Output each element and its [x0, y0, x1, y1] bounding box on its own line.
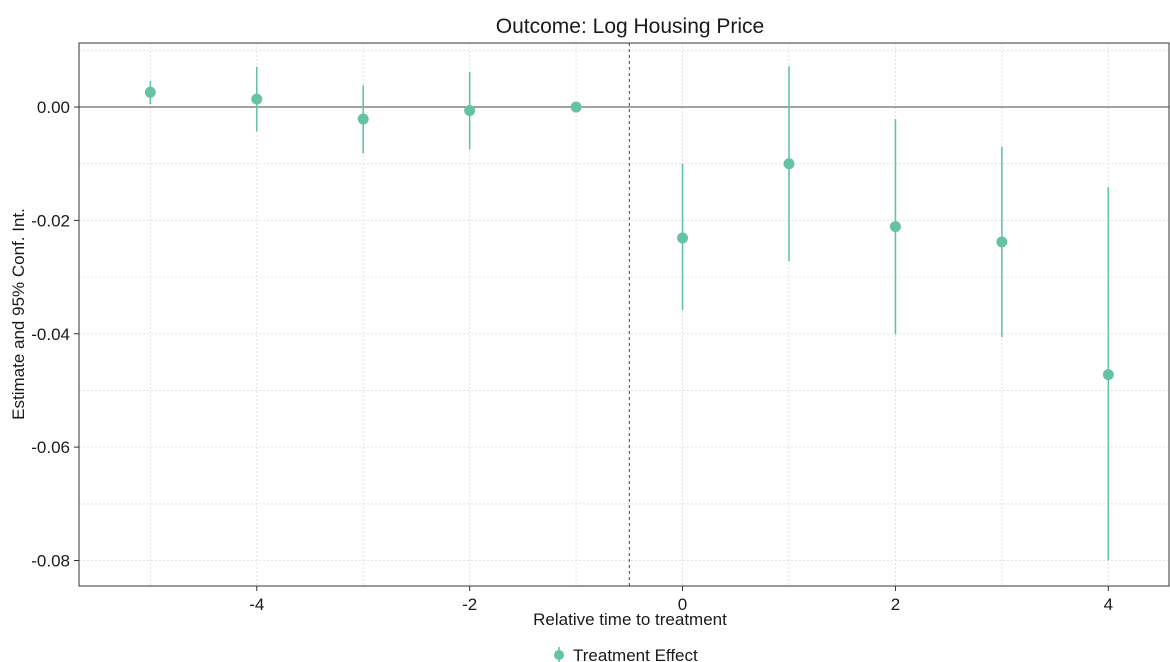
y-tick-label: -0.02	[31, 211, 70, 230]
data-point	[251, 93, 263, 105]
data-point	[570, 101, 582, 113]
y-tick-label: -0.08	[31, 551, 70, 570]
x-tick-label: 0	[678, 595, 687, 614]
grid	[79, 43, 1169, 586]
x-tick-label: -4	[249, 595, 264, 614]
data-point	[889, 221, 901, 233]
y-tick-label: -0.06	[31, 438, 70, 457]
points	[144, 86, 1114, 381]
reference-lines	[79, 43, 1169, 586]
x-axis-title: Relative time to treatment	[533, 610, 727, 629]
data-point	[1102, 369, 1114, 381]
data-point	[783, 158, 795, 170]
x-axis-ticks: -4 -2 0 2 4	[249, 586, 1113, 614]
chart-title: Outcome: Log Housing Price	[496, 15, 764, 38]
y-tick-label: 0.00	[37, 98, 70, 117]
y-axis-title: Estimate and 95% Conf. Int.	[9, 208, 28, 420]
plot-frame	[78, 42, 1170, 587]
legend: Treatment Effect	[554, 646, 698, 662]
x-tick-label: 4	[1104, 595, 1113, 614]
data-point	[464, 104, 476, 116]
x-tick-label: -2	[462, 595, 477, 614]
x-tick-label: 2	[891, 595, 900, 614]
y-axis-ticks: 0.00 -0.02 -0.04 -0.06 -0.08	[31, 98, 79, 570]
legend-point-icon	[554, 650, 564, 660]
data-point	[144, 86, 156, 98]
y-tick-label: -0.04	[31, 325, 70, 344]
data-point	[357, 113, 369, 125]
data-point	[677, 232, 689, 244]
legend-entry-label: Treatment Effect	[573, 646, 698, 662]
data-point	[996, 236, 1008, 248]
